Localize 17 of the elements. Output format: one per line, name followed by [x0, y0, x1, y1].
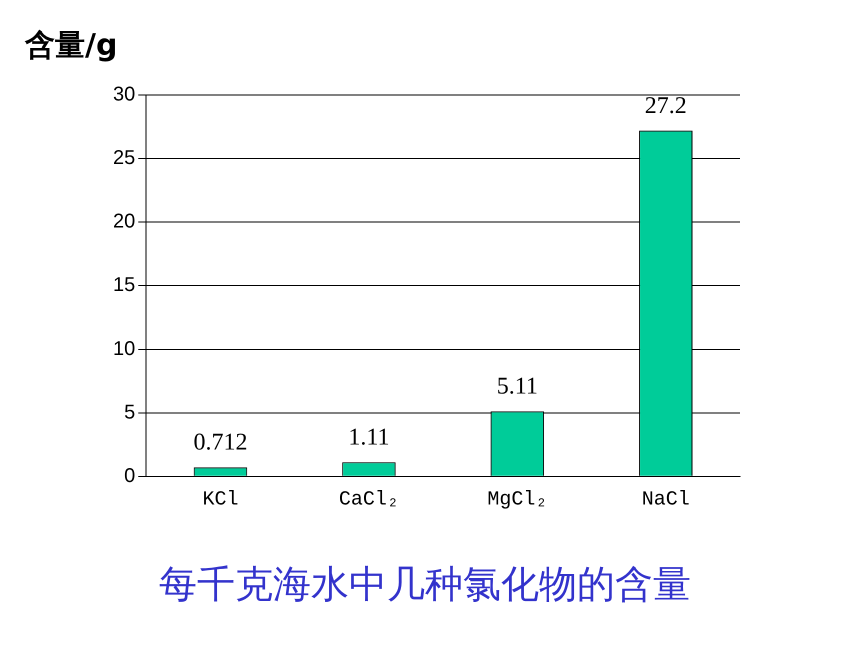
data-label: 1.11 [348, 424, 390, 451]
text: 每千克海水中几种氯化物的含量 [159, 562, 691, 606]
data-label: 5.11 [496, 374, 538, 400]
y-tick-label: 20 [112, 210, 136, 233]
x-tick-label: CaCl₂ [338, 488, 399, 512]
y-tick-label: 25 [112, 147, 136, 170]
y-tick-label: 30 [112, 84, 136, 106]
x-tick-label: KCl [202, 488, 238, 512]
x-tick-label: NaCl [642, 488, 690, 512]
y-tick-label: 10 [112, 338, 136, 360]
y-tick-label: 0 [124, 464, 136, 487]
x-tick-label: MgCl₂ [487, 488, 548, 512]
y-axis-title: 含量/g [24, 28, 118, 63]
y-tick-label: 15 [112, 274, 136, 296]
data-label: 27.2 [644, 92, 687, 119]
data-label: 0.712 [193, 430, 248, 456]
y-tick-label: 5 [124, 401, 136, 424]
